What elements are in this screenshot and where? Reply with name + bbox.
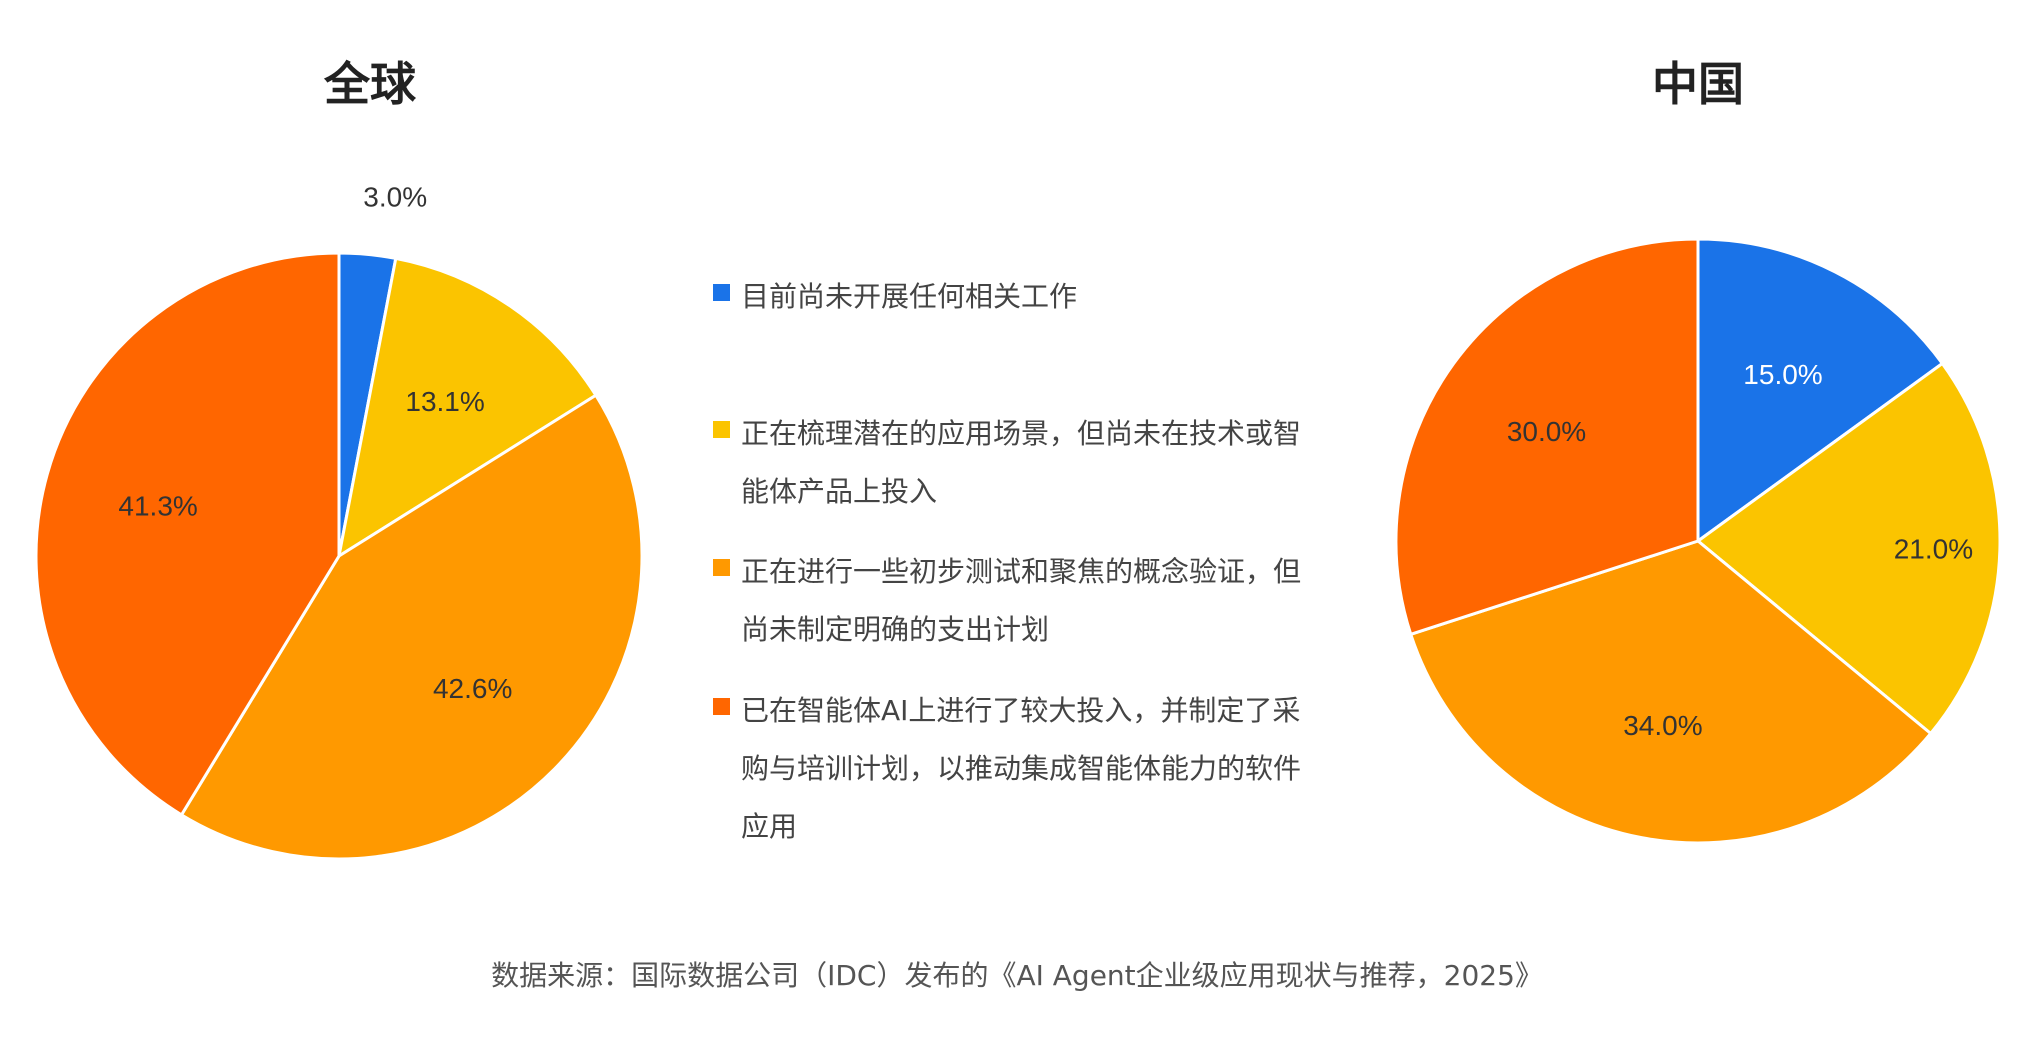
legend-label-4-line-3: 应用 (741, 810, 797, 843)
data-label-china-3: 34.0% (1623, 710, 1702, 741)
data-label-china-1: 15.0% (1743, 359, 1822, 390)
legend-label-2-line-1: 正在梳理潜在的应用场景，但尚未在技术或智 (741, 417, 1301, 450)
pie-chart-global: 全球 3.0% 13.1% 42.6% 41.3% (34, 57, 644, 861)
legend-label-2-line-2: 能体产品上投入 (741, 475, 937, 508)
pie-slice-global-3 (179, 393, 644, 861)
legend-swatch-4 (713, 698, 730, 715)
pie-title-global: 全球 (323, 57, 417, 111)
pie-slice-global-2 (337, 256, 598, 558)
pie-slice-china-1 (1696, 237, 1944, 543)
pie-slice-china-2 (1696, 361, 2002, 736)
data-label-global-4: 41.3% (118, 490, 197, 521)
data-label-global-2: 13.1% (405, 386, 484, 417)
data-label-global-3: 42.6% (433, 673, 512, 704)
legend-label-4-line-1: 已在智能体AI上进行了较大投入，并制定了采 (741, 694, 1300, 727)
legend-swatch-2 (713, 421, 730, 438)
legend-swatch-3 (713, 559, 730, 576)
legend-label-1-line-1: 目前尚未开展任何相关工作 (741, 280, 1077, 313)
legend-label-3-line-2: 尚未制定明确的支出计划 (741, 613, 1049, 646)
pie-chart-china: 中国 15.0% 21.0% 34.0% 30.0% (1394, 57, 2002, 845)
pie-slice-china-3 (1409, 539, 1933, 845)
legend-label-3-line-1: 正在进行一些初步测试和聚焦的概念验证，但 (741, 555, 1301, 588)
pie-slice-china-4 (1394, 237, 1700, 636)
data-label-china-4: 30.0% (1507, 416, 1586, 447)
legend: 目前尚未开展任何相关工作正在梳理潜在的应用场景，但尚未在技术或智能体产品上投入正… (713, 280, 1301, 843)
pie-title-china: 中国 (1652, 57, 1744, 111)
data-label-china-2: 21.0% (1894, 533, 1973, 564)
data-label-global-1: 3.0% (363, 181, 427, 212)
legend-swatch-1 (713, 284, 730, 301)
legend-label-4-line-2: 购与培训计划，以推动集成智能体能力的软件 (741, 752, 1301, 785)
pie-slice-global-4 (34, 251, 341, 817)
source-note: 数据来源：国际数据公司（IDC）发布的《AI Agent企业级应用现状与推荐，2… (491, 959, 1543, 992)
